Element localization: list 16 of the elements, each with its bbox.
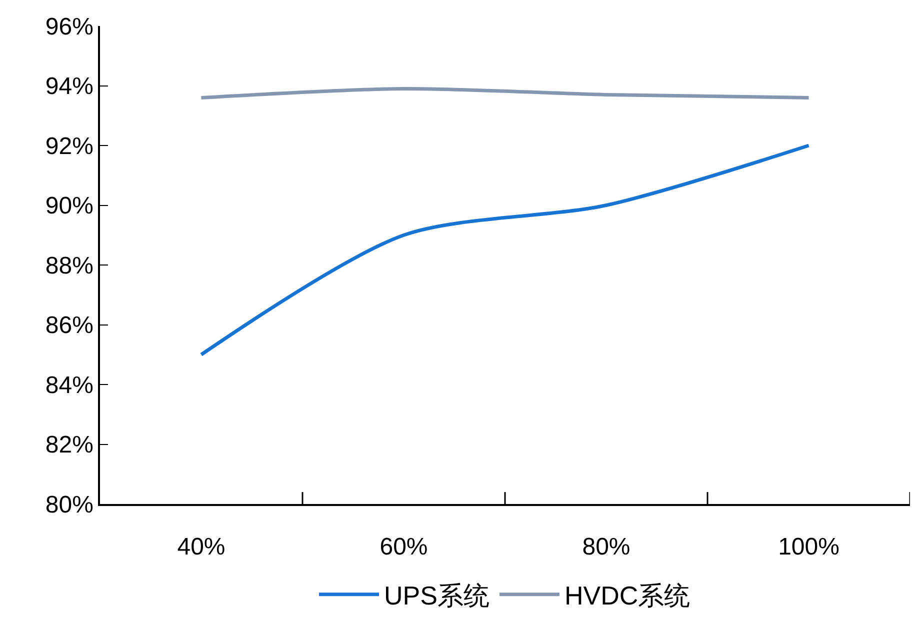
y-tick-label: 90% xyxy=(45,192,94,220)
x-tick-label: 60% xyxy=(380,534,428,561)
x-tick-label: 100% xyxy=(778,534,840,561)
legend-label: UPS系统 xyxy=(384,580,490,610)
y-tick-label: 84% xyxy=(45,372,94,399)
x-tick-label: 40% xyxy=(177,534,226,561)
legend-label: HVDC系统 xyxy=(564,580,690,610)
y-tick-label: 92% xyxy=(45,132,94,160)
y-tick-label: 88% xyxy=(45,252,94,280)
y-tick-label: 80% xyxy=(45,491,94,518)
y-tick-label: 96% xyxy=(45,13,94,40)
x-tick-label: 80% xyxy=(582,534,630,561)
line-series xyxy=(200,144,810,356)
y-tick-label: 94% xyxy=(45,73,94,100)
y-tick-label: 86% xyxy=(45,312,94,340)
y-tick-label: 82% xyxy=(45,432,94,459)
